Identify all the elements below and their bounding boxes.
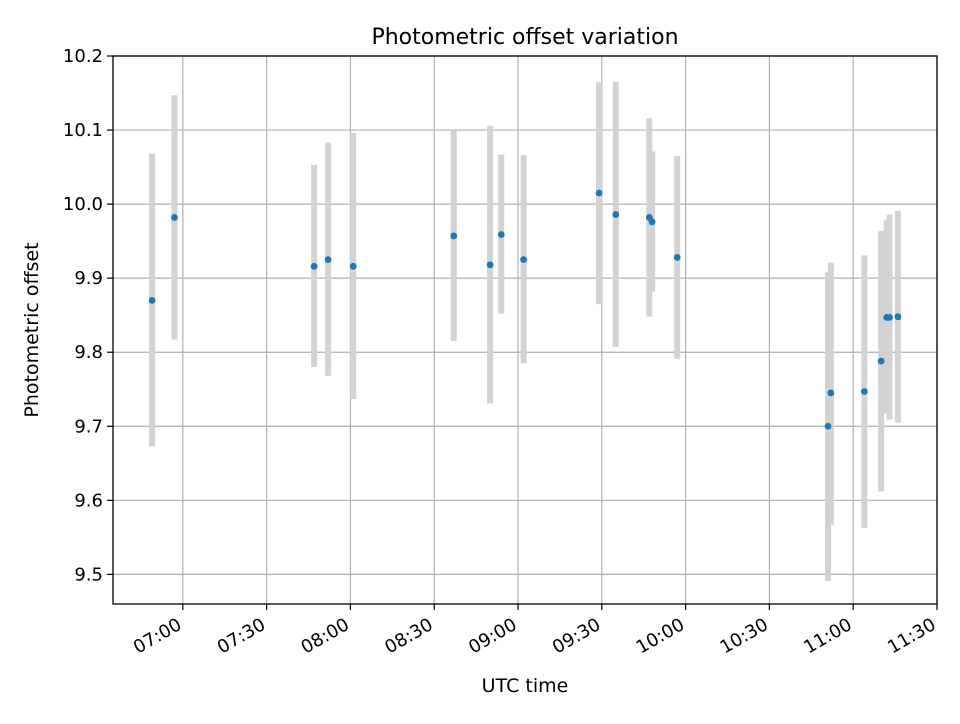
data-point	[486, 261, 494, 269]
y-tick-label: 9.5	[74, 564, 103, 585]
data-point	[497, 231, 505, 238]
y-tick-label: 9.8	[74, 342, 103, 363]
data-point	[612, 211, 620, 218]
y-tick-label: 10.1	[63, 120, 103, 141]
data-point	[894, 313, 902, 321]
data-point	[886, 314, 893, 321]
x-axis-label: UTC time	[482, 675, 569, 697]
data-point	[310, 262, 318, 270]
y-tick-label: 9.7	[74, 416, 103, 437]
data-point	[648, 218, 656, 226]
data-point	[877, 357, 885, 365]
y-axis-label: Photometric offset	[21, 242, 43, 417]
y-tick-label: 10.2	[63, 46, 103, 67]
data-point	[324, 256, 332, 264]
y-tick-label: 9.9	[74, 268, 103, 289]
data-point	[520, 256, 528, 264]
data-point	[450, 232, 458, 240]
data-point	[349, 262, 357, 270]
data-point	[595, 189, 603, 197]
data-point	[148, 296, 156, 304]
data-point	[860, 388, 868, 395]
data-point	[824, 422, 832, 430]
data-point	[673, 254, 681, 261]
plot-frame	[112, 55, 938, 605]
chart-title: Photometric offset variation	[371, 25, 678, 50]
y-tick-label: 10.0	[63, 194, 103, 215]
data-points	[148, 189, 902, 430]
data-point	[171, 214, 178, 221]
data-point	[827, 389, 835, 397]
y-tick-label: 9.6	[74, 490, 103, 511]
